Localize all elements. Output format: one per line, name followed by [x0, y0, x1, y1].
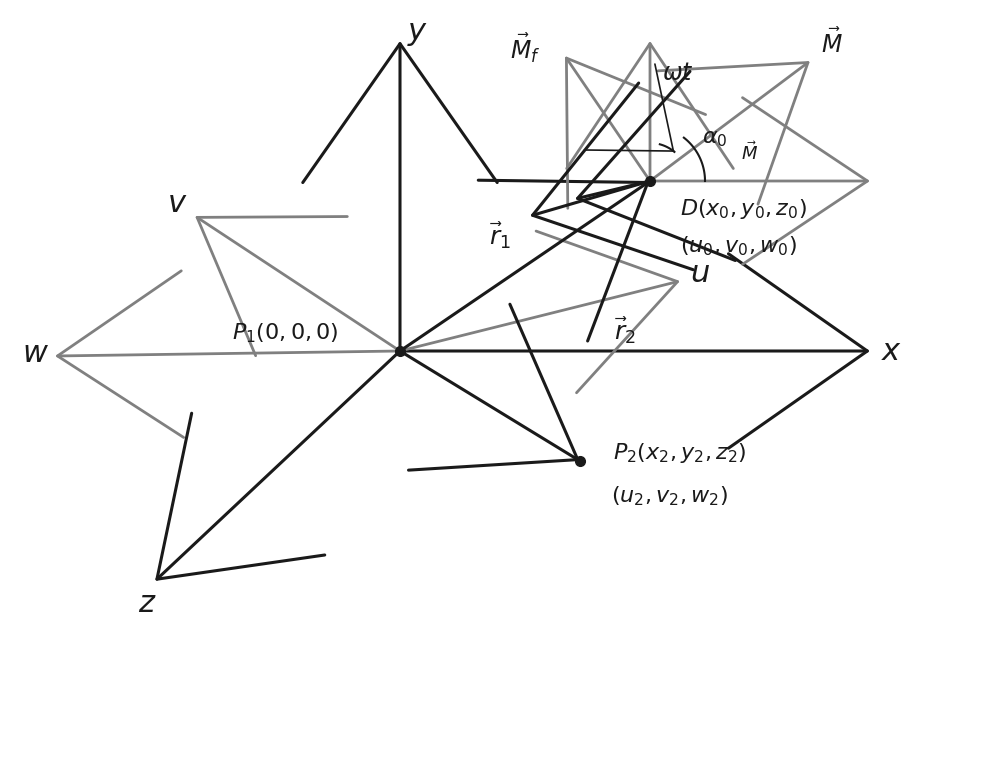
Text: $(u_0,v_0,w_0)$: $(u_0,v_0,w_0)$: [680, 234, 797, 258]
Text: $\vec{M}$: $\vec{M}$: [741, 142, 759, 164]
Text: $v$: $v$: [167, 190, 187, 218]
Text: $\vec{M}_f$: $\vec{M}_f$: [510, 31, 540, 65]
Text: $\vec{r}_2$: $\vec{r}_2$: [614, 316, 636, 346]
Text: $u$: $u$: [690, 258, 710, 288]
Text: $\omega t$: $\omega t$: [662, 61, 694, 85]
Text: $\vec{M}$: $\vec{M}$: [821, 28, 843, 58]
Text: $z$: $z$: [138, 588, 156, 618]
Text: $\vec{r}_1$: $\vec{r}_1$: [489, 221, 511, 251]
Text: $\alpha_{0}$: $\alpha_{0}$: [702, 129, 728, 149]
Text: $y$: $y$: [407, 19, 429, 48]
Text: $w$: $w$: [22, 339, 48, 369]
Text: $P_1(0,0,0)$: $P_1(0,0,0)$: [232, 322, 338, 345]
Text: $D(x_0,y_0,z_0)$: $D(x_0,y_0,z_0)$: [680, 197, 807, 221]
Text: $x$: $x$: [881, 336, 903, 365]
Text: $P_2(x_2,y_2,z_2)$: $P_2(x_2,y_2,z_2)$: [613, 441, 747, 465]
Text: $(u_2,v_2,w_2)$: $(u_2,v_2,w_2)$: [611, 484, 729, 508]
